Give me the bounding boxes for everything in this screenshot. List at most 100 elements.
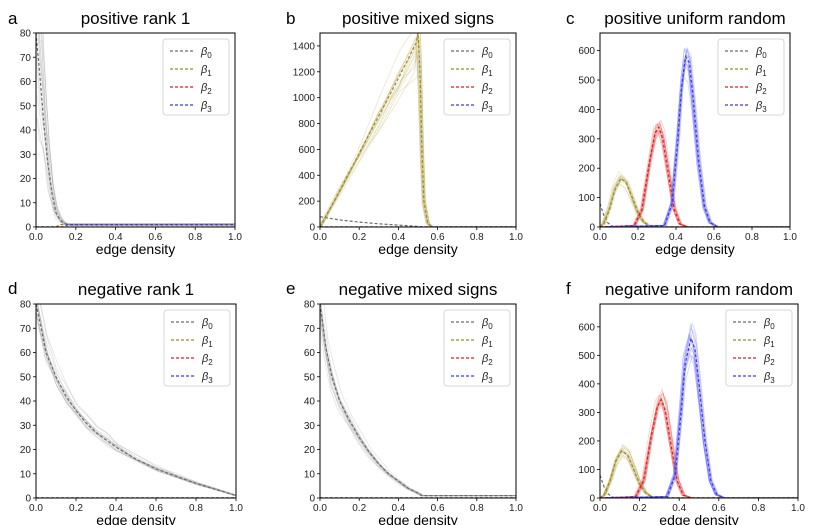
replicate-line [36, 311, 236, 497]
replicate-line [600, 176, 789, 227]
x-tick-label: 0.8 [470, 503, 484, 514]
replicate-line [320, 325, 515, 497]
y-tick-label: 0 [25, 223, 31, 234]
x-tick-label: 0.2 [69, 232, 83, 243]
series-line-beta0 [36, 304, 236, 497]
x-tick-label: 1.0 [791, 503, 805, 514]
x-tick-label: 0.0 [593, 503, 607, 514]
replicate-line [600, 182, 789, 227]
legend-label-beta0: β0 [755, 46, 767, 60]
y-tick-label: 50 [20, 372, 32, 383]
panel-b: b positive mixed signs 0.0 0.2 0.4 0.6 0.8 1.0 0… [286, 9, 523, 257]
replicate-line [37, 33, 234, 225]
series-line-beta3 [600, 54, 790, 227]
replicate-line [36, 304, 236, 496]
replicate-line [600, 444, 798, 498]
y-tick-label: 100 [578, 193, 595, 204]
y-tick-label: 60 [304, 348, 316, 359]
replicate-line [601, 47, 790, 227]
plot-area [36, 304, 236, 498]
y-tick-label: 0 [589, 494, 595, 505]
x-tick-label: 1.0 [509, 232, 523, 243]
panel-c: c positive uniform random 0.0 0.2 0.4 0.6 0.8 1… [566, 9, 797, 257]
series-line-beta0 [320, 216, 516, 227]
legend-label-beta1: β1 [481, 335, 493, 349]
axes-frame [319, 32, 517, 228]
x-tick-label: 0.2 [352, 232, 366, 243]
replicate-line [42, 33, 235, 225]
legend-box [162, 38, 230, 116]
legend-box [443, 38, 511, 116]
replicate-line [600, 76, 789, 227]
x-tick-label: 0.0 [593, 232, 607, 243]
legend-label-beta3: β3 [200, 100, 212, 114]
x-tick-label: 0.6 [712, 503, 726, 514]
replicate-line [600, 60, 789, 227]
y-tick-label: 400 [298, 171, 315, 182]
panel-letter: f [566, 279, 571, 298]
legend-label-beta0: β0 [481, 317, 493, 331]
replicate-line [320, 53, 515, 227]
replicate-line [320, 44, 515, 227]
legend-label-beta2: β2 [481, 82, 493, 96]
replicate-line [601, 392, 798, 498]
y-tick-label: 40 [20, 126, 32, 137]
replicate-line [36, 111, 235, 227]
plot-area [36, 33, 235, 227]
y-tick-label: 200 [298, 197, 315, 208]
x-axis-label: edge density [659, 512, 738, 525]
replicate-line [601, 451, 798, 498]
legend-box [725, 309, 793, 387]
x-tick-label: 0.0 [313, 503, 327, 514]
x-tick-label: 0.8 [745, 232, 759, 243]
y-tick-label: 20 [20, 445, 32, 456]
legend-label-beta3: β3 [763, 371, 775, 385]
replicate-line [600, 402, 798, 498]
legend-label-beta3: β3 [481, 371, 493, 385]
series-line-beta3 [36, 224, 235, 227]
legend: β0 β1 β2 β3 [162, 38, 230, 116]
axes-frame [599, 32, 791, 228]
replicate-line [600, 123, 789, 227]
replicate-line [600, 120, 790, 227]
y-tick-label: 200 [578, 436, 595, 447]
y-tick-label: 400 [578, 379, 595, 390]
replicate-line [601, 396, 798, 498]
x-tick-label: 0.2 [633, 503, 647, 514]
replicate-line [600, 394, 796, 498]
x-tick-label: 0.2 [631, 232, 645, 243]
replicate-line [600, 56, 789, 227]
panel-title: positive uniform random [604, 9, 785, 28]
x-tick-label: 0.2 [352, 503, 366, 514]
legend-label-beta0: β0 [481, 46, 493, 60]
legend-label-beta0: β0 [201, 317, 213, 331]
y-tick-label: 70 [20, 53, 32, 64]
y-tick-label: 70 [304, 324, 316, 335]
panel-title: negative rank 1 [78, 280, 194, 299]
legend-label-beta3: β3 [755, 100, 767, 114]
panel-a: a positive rank 1 0.0 0.2 0.4 0.6 0.8 1.0 0 10 20 3… [8, 9, 242, 257]
x-axis-label: edge density [378, 241, 457, 257]
panel-e: e negative mixed signs 0.0 0.2 0.4 0.6 0.8 1.0 0… [286, 279, 523, 525]
series-line-beta0 [600, 475, 798, 498]
y-tick-label: 0 [309, 223, 315, 234]
replicate-line [40, 33, 235, 224]
panel-letter: d [8, 279, 17, 298]
x-tick-label: 1.0 [229, 503, 243, 514]
replicate-line [600, 184, 790, 227]
replicate-line [600, 130, 790, 227]
y-tick-label: 70 [20, 324, 32, 335]
x-axis-label: edge density [96, 241, 175, 257]
replicate-line [600, 123, 789, 227]
y-tick-label: 1200 [293, 67, 316, 78]
replicate-line [600, 52, 790, 227]
legend-label-beta2: β2 [481, 353, 493, 367]
replicate-line [321, 33, 516, 227]
legend-label-beta2: β2 [200, 82, 212, 96]
panel-title: negative uniform random [605, 280, 793, 299]
replicate-line [601, 446, 798, 498]
panel-title: positive mixed signs [342, 9, 494, 28]
y-tick-label: 10 [20, 198, 32, 209]
replicate-line [600, 61, 789, 227]
x-tick-label: 0.8 [470, 232, 484, 243]
